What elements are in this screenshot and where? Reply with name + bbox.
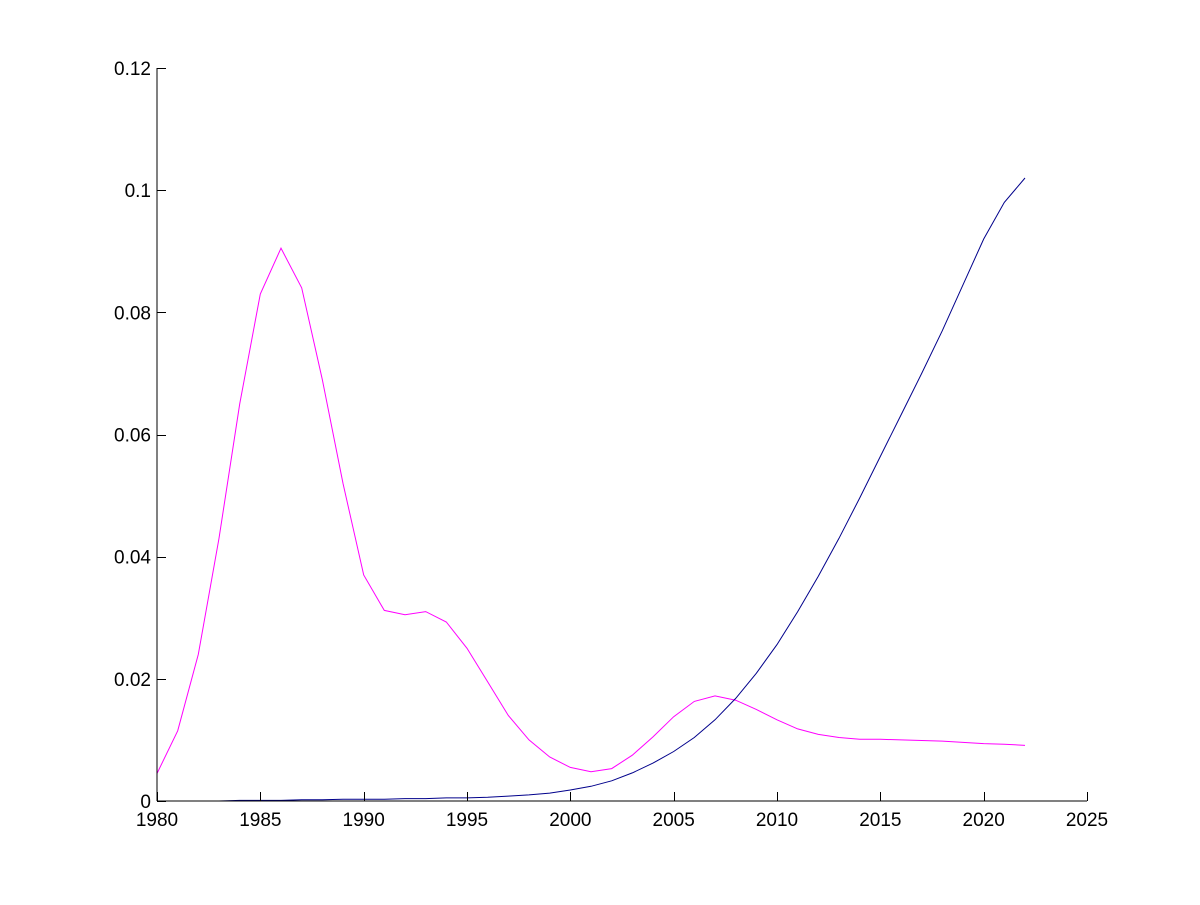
x-tick-label: 1995 (446, 810, 488, 831)
series-layer (156, 177, 1026, 802)
series-line-2 (157, 177, 1026, 802)
x-tick-label: 2015 (859, 810, 901, 831)
y-axis-ticks: 0 0.02 0.04 0.06 0.08 0.1 0.12 (114, 59, 166, 813)
x-tick-label: 2005 (653, 810, 695, 831)
y-tick-label: 0.08 (114, 303, 151, 324)
x-tick-label: 2025 (1066, 810, 1108, 831)
y-tick-label: 0.1 (125, 181, 151, 202)
y-tick-label: 0.06 (114, 426, 151, 447)
x-tick-label: 2010 (756, 810, 798, 831)
axes: 1980 1985 1990 1995 2000 2005 2010 2015 2020 2025… (114, 59, 1108, 831)
x-tick-label: 2000 (549, 810, 591, 831)
x-axis-ticks: 1980 1985 1990 1995 2000 2005 2010 2015 2020 2025 (136, 792, 1108, 831)
x-tick-label: 1980 (136, 810, 178, 831)
x-tick-label: 1990 (343, 810, 385, 831)
series-line-1 (156, 247, 1026, 774)
y-tick-label: 0.02 (114, 670, 151, 691)
x-tick-label: 1985 (239, 810, 281, 831)
x-tick-label: 2020 (963, 810, 1005, 831)
y-tick-label: 0.04 (114, 548, 151, 569)
y-tick-label: 0.12 (114, 59, 151, 80)
y-tick-label: 0 (140, 792, 151, 813)
